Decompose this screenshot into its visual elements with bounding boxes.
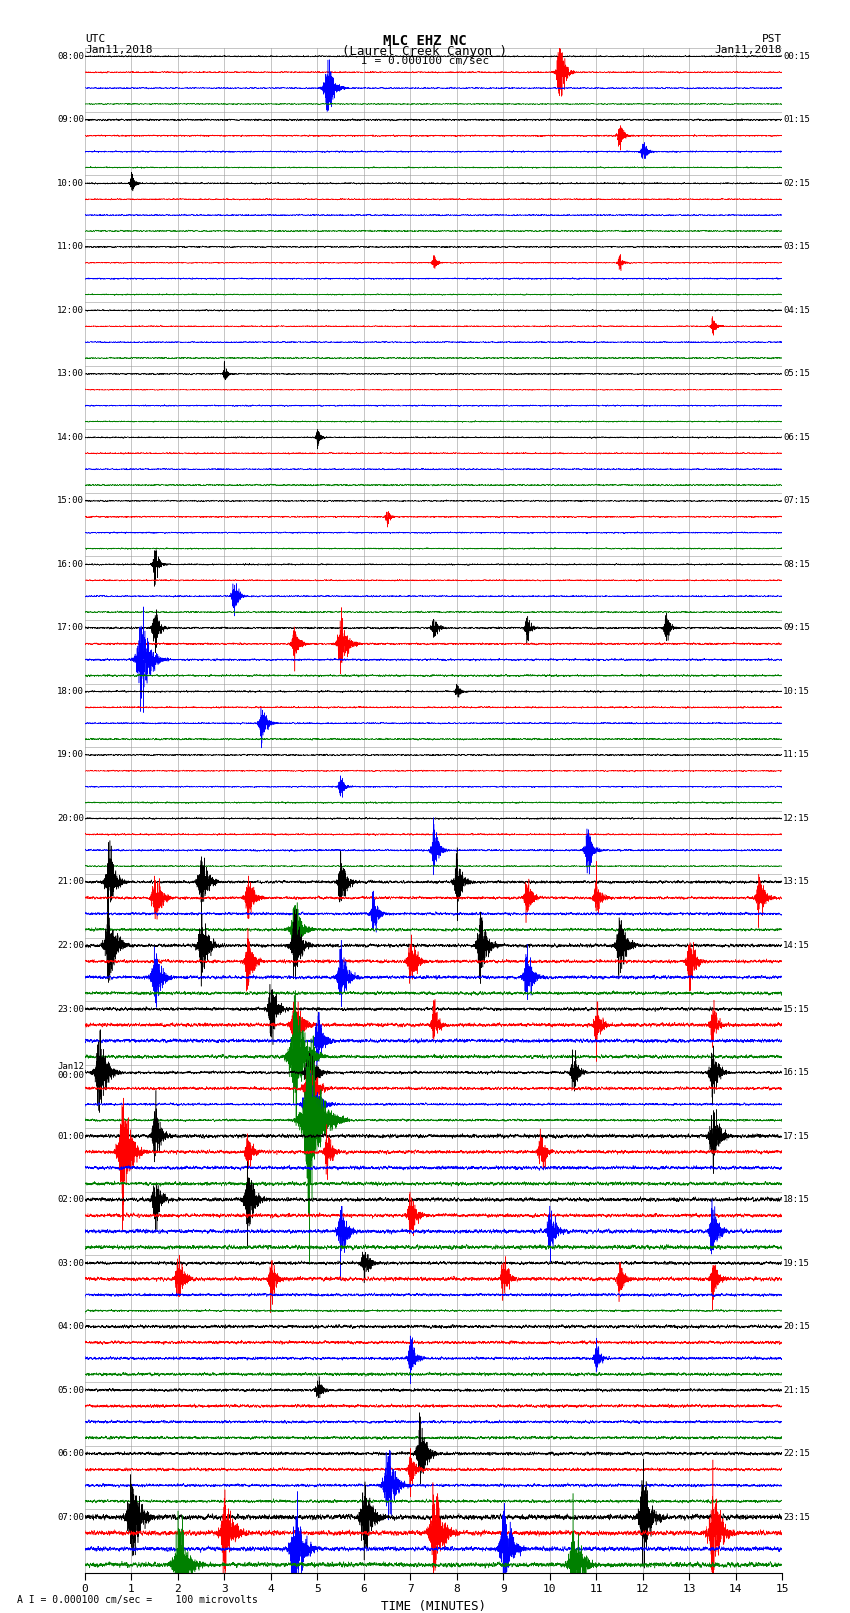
Text: 17:15: 17:15 bbox=[783, 1132, 810, 1140]
Text: 07:00: 07:00 bbox=[57, 1513, 84, 1521]
Text: 00:15: 00:15 bbox=[783, 52, 810, 61]
Text: 18:00: 18:00 bbox=[57, 687, 84, 695]
Text: PST: PST bbox=[762, 34, 782, 44]
Text: 20:00: 20:00 bbox=[57, 815, 84, 823]
Text: Jan11,2018: Jan11,2018 bbox=[85, 45, 152, 55]
Text: 18:15: 18:15 bbox=[783, 1195, 810, 1203]
Text: 13:00: 13:00 bbox=[57, 369, 84, 379]
Text: 10:15: 10:15 bbox=[783, 687, 810, 695]
Text: 13:15: 13:15 bbox=[783, 877, 810, 887]
Text: 20:15: 20:15 bbox=[783, 1323, 810, 1331]
Text: (Laurel Creek Canyon ): (Laurel Creek Canyon ) bbox=[343, 45, 507, 58]
Text: 15:00: 15:00 bbox=[57, 497, 84, 505]
Text: 15:15: 15:15 bbox=[783, 1005, 810, 1013]
Text: I = 0.000100 cm/sec: I = 0.000100 cm/sec bbox=[361, 56, 489, 66]
Text: 22:00: 22:00 bbox=[57, 940, 84, 950]
Text: 22:15: 22:15 bbox=[783, 1448, 810, 1458]
Text: Jan12: Jan12 bbox=[57, 1061, 84, 1071]
Text: 00:00: 00:00 bbox=[57, 1071, 84, 1081]
Text: 09:15: 09:15 bbox=[783, 624, 810, 632]
Text: UTC: UTC bbox=[85, 34, 105, 44]
Text: 16:15: 16:15 bbox=[783, 1068, 810, 1077]
Text: 05:15: 05:15 bbox=[783, 369, 810, 379]
Text: 14:15: 14:15 bbox=[783, 940, 810, 950]
Text: 04:00: 04:00 bbox=[57, 1323, 84, 1331]
Text: 07:15: 07:15 bbox=[783, 497, 810, 505]
Text: 01:00: 01:00 bbox=[57, 1132, 84, 1140]
Text: 16:00: 16:00 bbox=[57, 560, 84, 569]
Text: 08:15: 08:15 bbox=[783, 560, 810, 569]
Text: 09:00: 09:00 bbox=[57, 116, 84, 124]
Text: 10:00: 10:00 bbox=[57, 179, 84, 187]
Text: 17:00: 17:00 bbox=[57, 624, 84, 632]
Text: 02:00: 02:00 bbox=[57, 1195, 84, 1203]
Text: 01:15: 01:15 bbox=[783, 116, 810, 124]
Text: 06:15: 06:15 bbox=[783, 432, 810, 442]
Text: 21:15: 21:15 bbox=[783, 1386, 810, 1395]
Text: 03:15: 03:15 bbox=[783, 242, 810, 252]
Text: 02:15: 02:15 bbox=[783, 179, 810, 187]
Text: 05:00: 05:00 bbox=[57, 1386, 84, 1395]
Text: 14:00: 14:00 bbox=[57, 432, 84, 442]
Text: 19:00: 19:00 bbox=[57, 750, 84, 760]
Text: 11:00: 11:00 bbox=[57, 242, 84, 252]
Text: MLC EHZ NC: MLC EHZ NC bbox=[383, 34, 467, 48]
Text: 11:15: 11:15 bbox=[783, 750, 810, 760]
Text: 23:00: 23:00 bbox=[57, 1005, 84, 1013]
Text: 03:00: 03:00 bbox=[57, 1258, 84, 1268]
Text: 19:15: 19:15 bbox=[783, 1258, 810, 1268]
Text: 08:00: 08:00 bbox=[57, 52, 84, 61]
Text: 12:00: 12:00 bbox=[57, 306, 84, 315]
Text: 06:00: 06:00 bbox=[57, 1448, 84, 1458]
Text: Jan11,2018: Jan11,2018 bbox=[715, 45, 782, 55]
Text: 04:15: 04:15 bbox=[783, 306, 810, 315]
Text: 21:00: 21:00 bbox=[57, 877, 84, 887]
X-axis label: TIME (MINUTES): TIME (MINUTES) bbox=[381, 1600, 486, 1613]
Text: 12:15: 12:15 bbox=[783, 815, 810, 823]
Text: 23:15: 23:15 bbox=[783, 1513, 810, 1521]
Text: A I = 0.000100 cm/sec =    100 microvolts: A I = 0.000100 cm/sec = 100 microvolts bbox=[17, 1595, 258, 1605]
